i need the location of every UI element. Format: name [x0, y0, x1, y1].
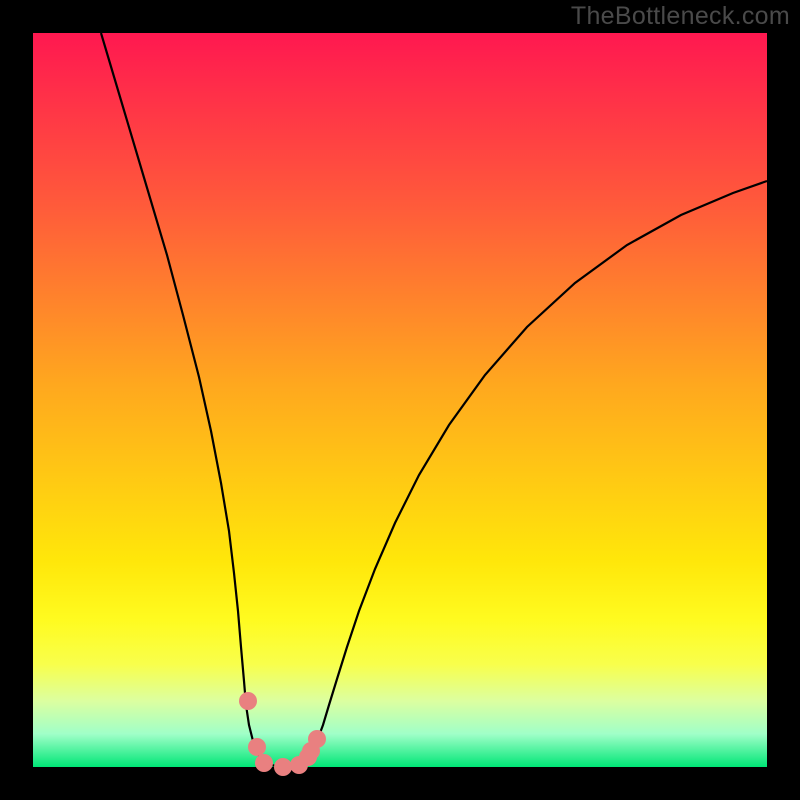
- plot-area: [33, 33, 767, 767]
- data-marker: [308, 730, 326, 748]
- data-marker: [239, 692, 257, 710]
- data-marker: [255, 754, 273, 772]
- bottleneck-curve: [33, 33, 767, 767]
- curve-path: [101, 33, 767, 767]
- chart-container: TheBottleneck.com: [0, 0, 800, 800]
- watermark-text: TheBottleneck.com: [571, 2, 790, 31]
